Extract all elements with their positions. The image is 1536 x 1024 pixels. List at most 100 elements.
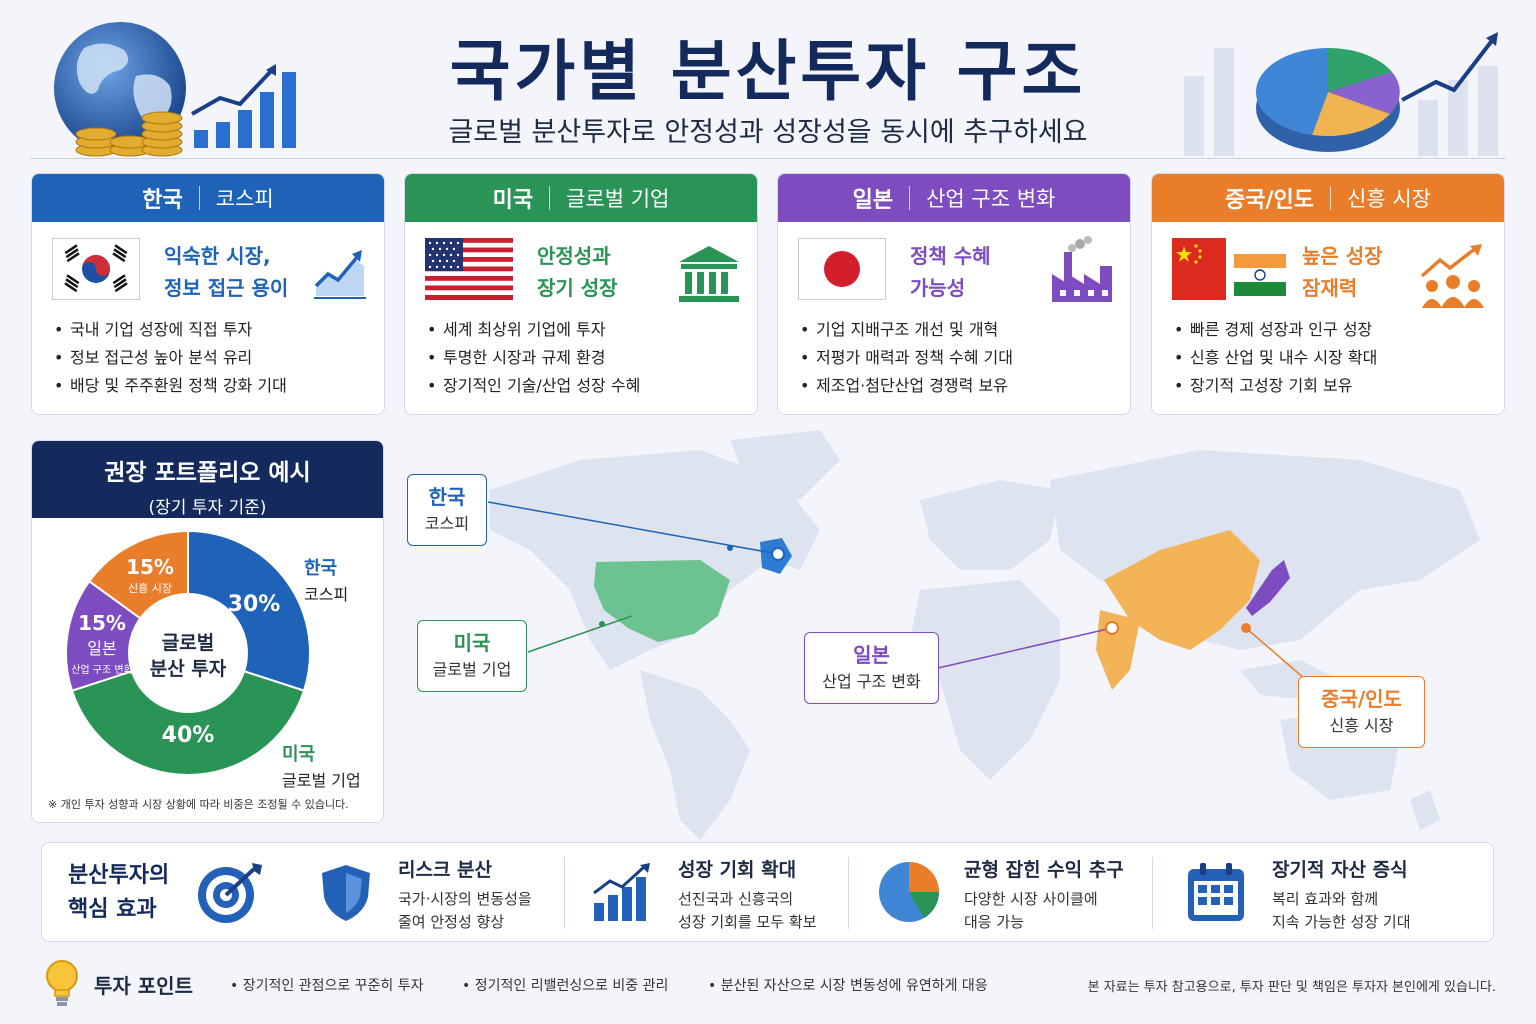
tagline-line-2: 정보 접근 용이 bbox=[164, 276, 289, 300]
card-country: 한국 bbox=[142, 188, 183, 213]
effect-title: 균형 잡힌 수익 추구 bbox=[964, 859, 1124, 881]
target-icon bbox=[198, 863, 262, 923]
map-label-title: 일본 bbox=[853, 643, 890, 667]
effect-desc-line-1: 국가·시장의 변동성을 bbox=[398, 890, 532, 908]
card-japan: 일본 산업 구조 변화 정책 수혜 가능성 기업 지배구조 개선 및 개혁 저평… bbox=[777, 173, 1131, 415]
donut-center-line-2: 분산 투자 bbox=[150, 658, 227, 680]
slice-outer-name-usa: 미국 bbox=[282, 744, 315, 765]
map-label-sub: 산업 구조 변화 bbox=[822, 672, 921, 691]
lightbulb-icon bbox=[46, 960, 78, 1006]
tips-label: 투자 포인트 bbox=[94, 974, 193, 998]
slice-outer-sub-korea: 코스피 bbox=[304, 585, 348, 604]
effects-bar: 분산투자의 핵심 효과 리스크 분산 국가·시장의 변동성을 줄여 안정성 향상… bbox=[41, 842, 1494, 942]
effect-desc-line-1: 다양한 시장 사이클에 bbox=[964, 890, 1098, 908]
card-china-india: 중국/인도 신흥 시장 높은 성장 잠재력 빠른 경제 성장과 인구 성장 신흥… bbox=[1151, 173, 1505, 415]
card-subtitle: 산업 구조 변화 bbox=[926, 187, 1056, 211]
map-label-title: 중국/인도 bbox=[1321, 687, 1402, 711]
card-header: 한국 코스피 bbox=[32, 174, 384, 222]
card-country: 중국/인도 bbox=[1225, 188, 1315, 213]
header-divider bbox=[30, 158, 1506, 159]
card-korea: 한국 코스피 익숙한 시장, 정보 접근 용이 국내 기업 성장에 직접 투자 … bbox=[31, 173, 385, 415]
donut-slice-2 bbox=[65, 579, 191, 692]
map-label-title: 한국 bbox=[428, 485, 466, 509]
list-item: 국내 기업 성장에 직접 투자 bbox=[54, 316, 374, 344]
slice-percent-emerging: 15% bbox=[126, 555, 174, 579]
list-item: 저평가 매력과 정책 수혜 기대 bbox=[800, 344, 1120, 372]
effects-title-line-2: 핵심 효과 bbox=[68, 897, 157, 922]
effect-title: 리스크 분산 bbox=[398, 859, 493, 881]
bar-growth-icon bbox=[593, 863, 650, 921]
card-tagline: 높은 성장 잠재력 bbox=[1302, 240, 1452, 304]
page-title: 국가별 분산투자 구조 bbox=[449, 33, 1087, 110]
slice-outer-name-korea: 한국 bbox=[304, 558, 337, 579]
tagline-line-2: 잠재력 bbox=[1302, 276, 1358, 300]
map-label-korea: 한국 코스피 bbox=[407, 474, 487, 546]
portfolio-donut-chart: 글로벌 분산 투자 30% 40% 15% 일본 산업 구조 변화 15% 신흥… bbox=[65, 529, 361, 790]
tagline-line-1: 정책 수혜 bbox=[910, 244, 991, 268]
effect-growth: 성장 기회 확대 선진국과 신흥국의 성장 기회를 모두 확보 bbox=[678, 855, 817, 934]
tip-item: • 장기적인 관점으로 꾸준히 투자 bbox=[230, 978, 424, 994]
effect-title: 성장 기회 확대 bbox=[678, 859, 797, 881]
effect-desc-line-2: 줄여 안정성 향상 bbox=[398, 913, 505, 931]
card-country: 일본 bbox=[852, 188, 894, 213]
slice-name-emerging: 신흥 시장 bbox=[128, 581, 172, 595]
list-item: 세계 최상위 기업에 투자 bbox=[427, 316, 747, 344]
korea-flag-icon bbox=[52, 238, 140, 300]
pie-growth-illustration bbox=[1184, 32, 1498, 156]
tagline-line-1: 익숙한 시장, bbox=[164, 244, 271, 268]
list-item: 정보 접근성 높아 분석 유리 bbox=[54, 344, 374, 372]
card-bullet-list: 국내 기업 성장에 직접 투자 정보 접근성 높아 분석 유리 배당 및 주주환… bbox=[54, 316, 374, 400]
globe-coins-illustration bbox=[54, 22, 296, 157]
card-country: 미국 bbox=[492, 188, 534, 213]
slice-outer-sub-usa: 글로벌 기업 bbox=[282, 771, 361, 790]
slice-name-japan: 일본 bbox=[87, 639, 116, 658]
card-header: 일본 산업 구조 변화 bbox=[778, 174, 1130, 222]
map-label-sub: 코스피 bbox=[424, 514, 470, 533]
shield-icon bbox=[322, 865, 370, 921]
people-growth-icon bbox=[1420, 244, 1484, 308]
japan-flag-icon bbox=[798, 238, 886, 300]
tip-text: 분산된 자산으로 시장 변동성에 유연하게 대응 bbox=[720, 978, 988, 994]
slice-percent-japan: 15% bbox=[78, 611, 126, 635]
card-subtitle: 글로벌 기업 bbox=[566, 187, 670, 211]
card-tagline: 정책 수혜 가능성 bbox=[910, 240, 1060, 304]
donut-slice-1 bbox=[70, 651, 306, 776]
tagline-line-1: 높은 성장 bbox=[1302, 244, 1383, 268]
world-map bbox=[487, 430, 1480, 840]
pie-chart-icon bbox=[879, 862, 939, 922]
china-india-flags-icon bbox=[1172, 238, 1286, 300]
tagline-line-1: 안정성과 bbox=[537, 244, 611, 268]
card-subtitle: 신흥 시장 bbox=[1347, 187, 1431, 211]
effect-desc-line-2: 성장 기회를 모두 확보 bbox=[678, 913, 817, 931]
list-item: 빠른 경제 성장과 인구 성장 bbox=[1174, 316, 1494, 344]
effects-divider bbox=[848, 857, 849, 929]
effects-title: 분산투자의 핵심 효과 bbox=[68, 859, 169, 927]
list-item: 제조업·첨단산업 경쟁력 보유 bbox=[800, 372, 1120, 400]
card-tagline: 익숙한 시장, 정보 접근 용이 bbox=[164, 240, 314, 304]
effect-desc-line-1: 선진국과 신흥국의 bbox=[678, 890, 794, 908]
factory-icon bbox=[1052, 236, 1112, 302]
card-usa: 미국 글로벌 기업 안정성과 장기 성장 세계 최상위 기업에 투자 투명한 시… bbox=[404, 173, 758, 415]
slice-percent-korea: 30% bbox=[228, 592, 281, 617]
list-item: 투명한 시장과 규제 환경 bbox=[427, 344, 747, 372]
tip-item: • 분산된 자산으로 시장 변동성에 유연하게 대응 bbox=[708, 978, 988, 994]
calendar-icon bbox=[1188, 863, 1244, 921]
growth-chart-icon bbox=[314, 250, 366, 299]
effect-desc-line-1: 복리 효과와 함께 bbox=[1272, 890, 1379, 908]
map-label-usa: 미국 글로벌 기업 bbox=[417, 620, 527, 692]
tip-item: • 정기적인 리밸런싱으로 비중 관리 bbox=[462, 978, 669, 994]
effect-long-term: 장기적 자산 증식 복리 효과와 함께 지속 가능한 성장 기대 bbox=[1272, 855, 1411, 934]
tip-text: 장기적인 관점으로 꾸준히 투자 bbox=[242, 978, 424, 994]
effects-title-line-1: 분산투자의 bbox=[68, 863, 170, 888]
portfolio-title: 권장 포트폴리오 예시 bbox=[104, 460, 311, 486]
map-label-title: 미국 bbox=[453, 631, 491, 655]
portfolio-subtitle: (장기 투자 기준) bbox=[148, 498, 267, 518]
portfolio-panel: 권장 포트폴리오 예시 (장기 투자 기준) 글로벌 분산 투자 30% 40%… bbox=[31, 440, 384, 823]
card-tagline: 안정성과 장기 성장 bbox=[537, 240, 687, 304]
portfolio-header: 권장 포트폴리오 예시 (장기 투자 기준) bbox=[32, 441, 383, 518]
list-item: 장기적인 기술/산업 성장 수혜 bbox=[427, 372, 747, 400]
bank-building-icon bbox=[679, 246, 739, 302]
usa-flag-icon bbox=[425, 238, 513, 300]
map-label-sub: 신흥 시장 bbox=[1329, 716, 1394, 735]
effects-divider bbox=[1152, 857, 1153, 929]
